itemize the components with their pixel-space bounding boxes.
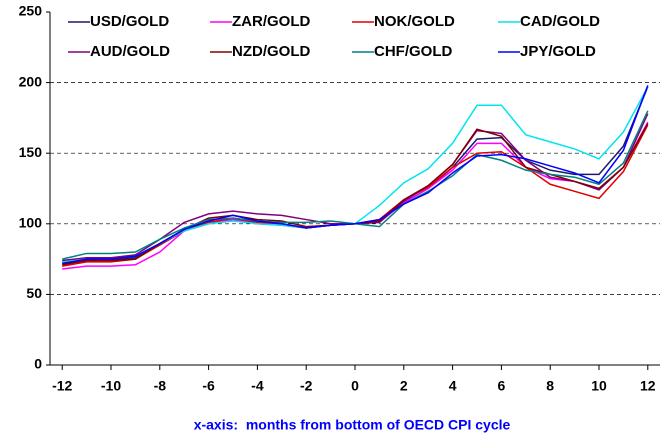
y-tick-label: 50 — [26, 285, 42, 301]
y-tick-label: 150 — [19, 144, 43, 160]
legend-label: CAD/GOLD — [520, 13, 600, 30]
legend-label: USD/GOLD — [90, 13, 169, 30]
legend-label: ZAR/GOLD — [232, 13, 310, 30]
x-tick-label: 4 — [449, 378, 457, 394]
y-tick-label: 100 — [19, 215, 43, 231]
x-tick-label: 12 — [640, 378, 656, 394]
x-tick-label: 10 — [591, 378, 607, 394]
series-line — [62, 110, 649, 260]
y-tick-label: 200 — [19, 73, 43, 89]
x-tick-label: 0 — [351, 378, 359, 394]
series-line — [62, 85, 649, 265]
x-tick-label: -4 — [251, 378, 264, 394]
x-tick-label: 8 — [546, 378, 554, 394]
y-tick-label: 0 — [34, 356, 42, 372]
legend-label: AUD/GOLD — [90, 43, 170, 60]
series-line — [62, 86, 649, 263]
x-tick-label: -6 — [202, 378, 215, 394]
legend-label: JPY/GOLD — [520, 43, 596, 60]
legend-label: NZD/GOLD — [232, 43, 310, 60]
x-tick-label: -12 — [52, 378, 72, 394]
legend-label: NOK/GOLD — [374, 13, 455, 30]
x-tick-label: -2 — [300, 378, 313, 394]
y-tick-label: 250 — [19, 3, 43, 19]
legend-label: CHF/GOLD — [374, 43, 452, 60]
x-tick-label: 6 — [498, 378, 506, 394]
x-tick-label: 2 — [400, 378, 408, 394]
x-axis-label: x-axis: months from bottom of OECD CPI c… — [194, 417, 511, 433]
x-tick-label: -10 — [101, 378, 121, 394]
x-tick-label: -8 — [154, 378, 167, 394]
